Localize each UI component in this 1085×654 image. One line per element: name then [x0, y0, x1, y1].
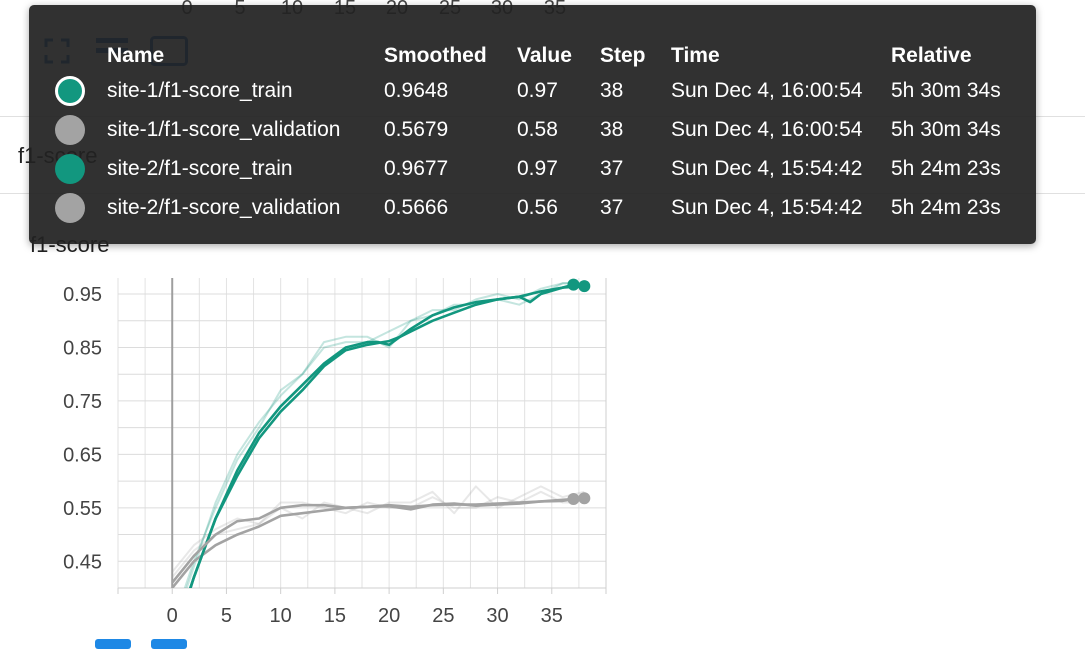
y-axis-tick-labels: 0.45 0.55 0.65 0.75 0.85 0.95: [63, 284, 102, 573]
time-value: Sun Dec 4, 16:00:54: [671, 118, 863, 141]
relative-value: 5h 30m 34s: [891, 79, 1001, 102]
smoothed-series-lines: [171, 283, 585, 588]
y-tick-label: 0.65: [63, 444, 102, 466]
header-smoothed: Smoothed: [384, 44, 487, 67]
relative-value: 5h 30m 34s: [891, 118, 1001, 141]
series-name: site-2/f1-score_validation: [107, 196, 341, 219]
chart-grid: [117, 278, 607, 594]
smoothed-series-line: [189, 283, 574, 588]
header-value: Value: [517, 44, 572, 67]
series-endpoint-dot: [578, 280, 591, 293]
x-tick-label: 15: [324, 605, 346, 627]
header-step: Step: [600, 44, 646, 67]
tooltip-header-row: Name Smoothed Value Step Time Relative: [29, 40, 1036, 72]
series-color-swatch: [55, 115, 85, 145]
raw-value: 0.58: [517, 118, 558, 141]
header-name: Name: [107, 44, 165, 67]
relative-value: 5h 24m 23s: [891, 196, 1001, 219]
legend-swatches: [95, 636, 203, 654]
series-name: site-2/f1-score_train: [107, 157, 293, 180]
step-value: 37: [600, 196, 624, 219]
raw-series-line: [185, 282, 574, 588]
legend-swatch[interactable]: [95, 639, 131, 649]
series-endpoint-dot: [567, 278, 580, 291]
step-value: 38: [600, 79, 624, 102]
tooltip-row: site-1/f1-score_validation 0.5679 0.58 3…: [29, 114, 1036, 146]
series-name: site-1/f1-score_train: [107, 79, 293, 102]
series-endpoints: [567, 278, 591, 505]
smoothed-value: 0.5679: [384, 118, 449, 141]
legend-swatch[interactable]: [151, 639, 188, 649]
x-tick-label: 30: [486, 605, 508, 627]
header-time: Time: [671, 44, 720, 67]
time-value: Sun Dec 4, 16:00:54: [671, 79, 863, 102]
tooltip-row: site-2/f1-score_train 0.9677 0.97 37 Sun…: [29, 153, 1036, 185]
header-relative: Relative: [891, 44, 972, 67]
smoothed-value: 0.9648: [384, 79, 449, 102]
x-tick-label: 20: [378, 605, 400, 627]
smoothed-value: 0.5666: [384, 196, 449, 219]
relative-value: 5h 24m 23s: [891, 157, 1001, 180]
series-color-swatch: [55, 193, 85, 223]
x-tick-label: 5: [221, 605, 232, 627]
y-tick-label: 0.85: [63, 337, 102, 359]
smoothed-value: 0.9677: [384, 157, 449, 180]
raw-value: 0.56: [517, 196, 558, 219]
raw-value: 0.97: [517, 79, 558, 102]
series-color-swatch: [55, 154, 85, 184]
series-endpoint-dot: [578, 492, 591, 505]
smoothed-series-line: [171, 497, 585, 588]
series-name: site-1/f1-score_validation: [107, 118, 341, 141]
smoothed-series-line: [171, 497, 574, 584]
chart-tooltip: Name Smoothed Value Step Time Relative s…: [29, 5, 1036, 244]
raw-series-line: [171, 485, 585, 578]
y-tick-label: 0.95: [63, 284, 102, 306]
time-value: Sun Dec 4, 15:54:42: [671, 157, 863, 180]
x-tick-label: 25: [432, 605, 454, 627]
raw-series-lines: [171, 282, 585, 588]
x-tick-label: 0: [167, 605, 178, 627]
step-value: 38: [600, 118, 624, 141]
x-tick-label: 35: [541, 605, 563, 627]
raw-value: 0.97: [517, 157, 558, 180]
y-tick-label: 0.45: [63, 551, 102, 573]
tooltip-row: site-2/f1-score_validation 0.5666 0.56 3…: [29, 192, 1036, 224]
time-value: Sun Dec 4, 15:54:42: [671, 196, 863, 219]
step-value: 37: [600, 157, 624, 180]
tooltip-row: site-1/f1-score_train 0.9648 0.97 38 Sun…: [29, 75, 1036, 107]
y-tick-label: 0.55: [63, 498, 102, 520]
series-color-swatch: [55, 76, 85, 106]
series-endpoint-dot: [567, 492, 580, 505]
line-chart[interactable]: 0.45 0.55 0.65 0.75 0.85 0.95 0 5 10 15 20 25 30 35: [0, 260, 640, 636]
x-axis-tick-labels: 0 5 10 15 20 25 30 35: [167, 605, 563, 627]
x-tick-label: 10: [270, 605, 292, 627]
y-tick-label: 0.75: [63, 391, 102, 413]
